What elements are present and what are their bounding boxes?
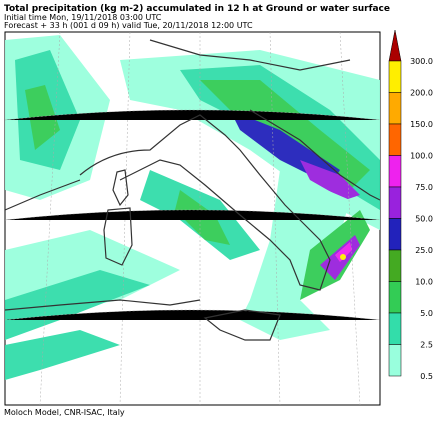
forecast-time: Forecast + 33 h (001 d 09 h) valid Tue, …: [4, 21, 253, 30]
footer: Moloch Model, CNR-ISAC, Italy: [4, 408, 125, 417]
legend-label: 200.0: [410, 89, 433, 98]
legend-label: 300.0: [410, 57, 433, 66]
legend-swatch: [388, 249, 402, 282]
coastlines: [5, 39, 380, 341]
legend-swatch: [388, 123, 402, 156]
initial-time: Initial time Mon, 19/11/2018 03:00 UTC: [4, 13, 162, 22]
legend-swatch: [388, 344, 402, 377]
legend-label: 0.5: [420, 372, 433, 381]
legend-swatch: [388, 218, 402, 251]
legend-label: 100.0: [410, 152, 433, 161]
graticule: [5, 32, 380, 405]
title: Total precipitation (kg m-2) accumulated…: [4, 4, 390, 14]
legend-swatch: [388, 92, 402, 125]
legend: 300.0 200.0 150.0 100.0 75.0 50.0 25.0 10.0 5.0 2…: [388, 29, 433, 381]
legend-label: 10.0: [415, 278, 433, 287]
legend-swatch: [388, 155, 402, 188]
legend-arrow: [388, 29, 402, 62]
legend-swatch: [388, 186, 402, 219]
legend-label: 50.0: [415, 215, 433, 224]
legend-label: 150.0: [410, 120, 433, 129]
legend-label: 5.0: [420, 309, 433, 318]
legend-label: 2.5: [420, 341, 433, 350]
legend-label: 75.0: [415, 183, 433, 192]
legend-swatch: [388, 60, 402, 93]
map: [4, 31, 381, 406]
legend-swatch: [388, 281, 402, 314]
legend-swatch: [388, 312, 402, 345]
legend-label: 25.0: [415, 246, 433, 255]
